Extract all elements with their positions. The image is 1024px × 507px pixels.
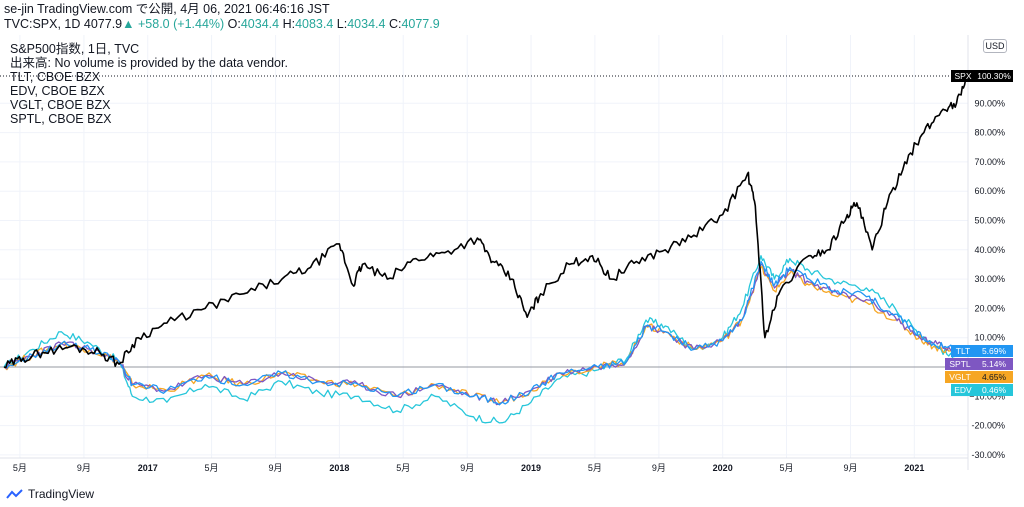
end-label-value-box xyxy=(975,70,1013,82)
low-label: L: xyxy=(336,17,348,31)
series-legend: S&P500指数, 1日, TVC 出来高: No volume is prov… xyxy=(10,42,288,126)
legend-item-edv[interactable]: EDV, CBOE BZX xyxy=(10,84,105,98)
series-line-spx xyxy=(3,72,969,369)
y-tick-label: 50.00% xyxy=(974,216,1005,226)
y-tick-label: 20.00% xyxy=(974,303,1005,313)
end-label-value-box xyxy=(975,371,1013,383)
up-arrow-icon: ▲ xyxy=(122,17,135,31)
price-axis: -30.00% -20.00% −10.00% 10.00% 20.00% 30.00% 4… xyxy=(969,98,1005,460)
y-tick-label: -20.00% xyxy=(971,421,1005,431)
end-label-value: 5.14% xyxy=(982,359,1007,369)
footer-brand-label: TradingView xyxy=(28,487,95,501)
end-label-value: 5.69% xyxy=(982,346,1007,356)
high-value: 4083.4 xyxy=(295,17,334,31)
x-tick-label: 5月 xyxy=(205,463,219,473)
footer-brand[interactable]: TradingView xyxy=(6,487,94,501)
x-tick-label: 2018 xyxy=(329,463,349,473)
series-line-tlt xyxy=(3,260,969,406)
symbol-name[interactable]: TVC:SPX, 1D xyxy=(4,17,81,31)
x-tick-label: 9月 xyxy=(844,463,858,473)
high-label: H: xyxy=(282,17,296,31)
publisher-line: se-jin TradingView.com で公開, 4月 06, 2021 … xyxy=(4,2,330,16)
end-label-name-box xyxy=(951,384,975,396)
open-label: O: xyxy=(227,17,241,31)
y-tick-label: 10.00% xyxy=(974,333,1005,343)
end-label-name-box xyxy=(951,70,975,82)
legend-item-volume: 出来高: No volume is provided by the data v… xyxy=(10,56,288,70)
end-label-value-box xyxy=(975,384,1013,396)
x-tick-label: 9月 xyxy=(77,463,91,473)
y-tick-label: 80.00% xyxy=(974,128,1005,138)
price-change: +58.0 (+1.44%) xyxy=(138,17,225,31)
end-label-name-box xyxy=(945,371,975,383)
legend-item-spx[interactable]: S&P500指数, 1日, TVC xyxy=(10,42,140,56)
legend-item-vglt[interactable]: VGLT, CBOE BZX xyxy=(10,98,111,112)
end-label-name-box xyxy=(951,345,975,357)
series-line-sptl xyxy=(3,263,969,406)
x-tick-label: 5月 xyxy=(588,463,602,473)
last-price: 4077.9 xyxy=(83,17,123,31)
time-axis: 5月 9月 2017 5月 9月 2018 5月 9月 2019 5月 9月 2020 5月 9月 2021 xyxy=(13,463,924,473)
x-tick-label: 2020 xyxy=(713,463,733,473)
y-tick-label: 70.00% xyxy=(974,157,1005,167)
x-tick-label: 2019 xyxy=(521,463,541,473)
y-tick-label: 30.00% xyxy=(974,274,1005,284)
end-label-value: 100.30% xyxy=(977,71,1011,81)
end-label-name: SPX xyxy=(954,71,971,81)
currency-button[interactable]: USD xyxy=(983,39,1007,53)
end-label-name-box xyxy=(945,358,975,370)
end-label-value: 0.46% xyxy=(982,385,1007,395)
low-value: 4034.4 xyxy=(347,17,386,31)
close-value: 4077.9 xyxy=(401,17,440,31)
end-label-name: SPTL xyxy=(949,359,971,369)
y-tick-label: 60.00% xyxy=(974,186,1005,196)
end-label-value-box xyxy=(975,345,1013,357)
y-tick-label: −10.00% xyxy=(969,391,1005,401)
open-value: 4034.4 xyxy=(240,17,280,31)
y-tick-label: 40.00% xyxy=(974,245,1005,255)
x-tick-label: 9月 xyxy=(460,463,474,473)
y-tick-label: -30.00% xyxy=(971,450,1005,460)
x-tick-label: 5月 xyxy=(396,463,410,473)
end-label-name: VGLT xyxy=(949,372,971,382)
y-tick-label: 90.00% xyxy=(974,98,1005,108)
x-tick-label: 5月 xyxy=(13,463,27,473)
end-label-name: TLT xyxy=(956,346,970,356)
close-label: C: xyxy=(388,17,402,31)
legend-item-tlt[interactable]: TLT, CBOE BZX xyxy=(10,70,101,84)
chart-series xyxy=(3,72,969,424)
x-tick-label: 9月 xyxy=(269,463,283,473)
x-tick-label: 2021 xyxy=(904,463,924,473)
legend-item-sptl[interactable]: SPTL, CBOE BZX xyxy=(10,112,112,126)
end-label-name: EDV xyxy=(954,385,972,395)
series-end-labels: SPX 100.30% TLT 5.69% SPTL 5.14% VGLT 4.65% EDV 0… xyxy=(945,70,1013,396)
x-tick-label: 2017 xyxy=(138,463,158,473)
x-tick-label: 9月 xyxy=(652,463,666,473)
x-tick-label: 5月 xyxy=(779,463,793,473)
series-line-vglt xyxy=(3,265,969,404)
symbol-line: TVC:SPX, 1D 4077.9▲ +58.0 (+1.44%) O:403… xyxy=(4,17,440,32)
end-label-value: 4.65% xyxy=(982,372,1007,382)
end-label-value-box xyxy=(975,358,1013,370)
tradingview-logo-icon xyxy=(6,489,23,499)
